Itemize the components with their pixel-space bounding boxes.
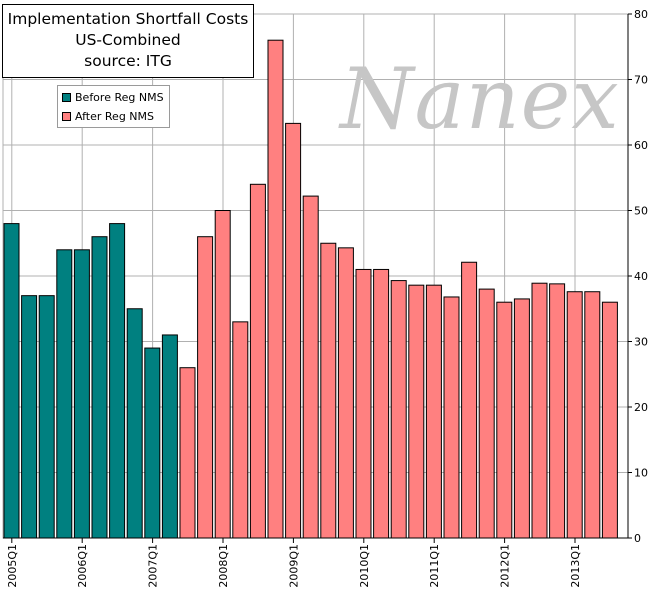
x-tick-label: 2012Q1 bbox=[499, 544, 512, 588]
y-tick-label: 0 bbox=[634, 532, 641, 545]
bar-after-reg-nms bbox=[232, 321, 249, 539]
bar-after-reg-nms bbox=[197, 236, 214, 539]
x-tick-label: 2013Q1 bbox=[569, 544, 582, 588]
watermark: Nanex bbox=[340, 50, 620, 148]
bars bbox=[3, 39, 618, 539]
axes: 0 10 20 30 40 50 60 70 80 2005Q1 2006Q1 2007Q1 2008Q… bbox=[3, 8, 648, 588]
bar-after-reg-nms bbox=[601, 301, 618, 539]
x-tick-label: 2005Q1 bbox=[6, 544, 19, 588]
legend-item-after: After Reg NMS bbox=[62, 109, 154, 125]
bar-before-reg-nms bbox=[126, 308, 143, 539]
bar-before-reg-nms bbox=[21, 295, 38, 539]
bar-after-reg-nms bbox=[513, 298, 530, 539]
bar-after-reg-nms bbox=[408, 284, 425, 539]
bar-after-reg-nms bbox=[584, 291, 601, 539]
y-tick-label: 30 bbox=[634, 336, 648, 349]
bar-before-reg-nms bbox=[56, 249, 73, 539]
y-tick-label: 10 bbox=[634, 467, 648, 480]
legend-label-before: Before Reg NMS bbox=[75, 91, 164, 104]
x-tick-label: 2011Q1 bbox=[428, 544, 441, 588]
legend-item-before: Before Reg NMS bbox=[62, 90, 164, 106]
y-tick-label: 20 bbox=[634, 401, 648, 414]
bar-after-reg-nms bbox=[461, 261, 478, 539]
bar-after-reg-nms bbox=[496, 301, 513, 539]
bar-after-reg-nms bbox=[390, 280, 407, 539]
chart-title: Implementation Shortfall Costs US-Combin… bbox=[2, 4, 254, 78]
bar-before-reg-nms bbox=[161, 334, 178, 539]
bar-after-reg-nms bbox=[267, 39, 284, 539]
bar-after-reg-nms bbox=[549, 283, 566, 539]
y-tick-label: 40 bbox=[634, 270, 648, 283]
bar-before-reg-nms bbox=[144, 347, 161, 539]
bar-before-reg-nms bbox=[38, 295, 55, 539]
bar-after-reg-nms bbox=[214, 210, 231, 539]
x-tick-label: 2010Q1 bbox=[358, 544, 371, 588]
chart-title-line-1: Implementation Shortfall Costs bbox=[7, 10, 249, 28]
bar-after-reg-nms bbox=[249, 183, 266, 539]
bar-after-reg-nms bbox=[566, 291, 583, 539]
bar-before-reg-nms bbox=[109, 223, 126, 539]
bar-before-reg-nms bbox=[73, 249, 90, 539]
y-tick-label: 80 bbox=[634, 8, 648, 21]
legend-swatch-after bbox=[62, 111, 71, 121]
x-tick-label: 2006Q1 bbox=[76, 544, 89, 588]
bar-before-reg-nms bbox=[3, 223, 20, 539]
bar-before-reg-nms bbox=[91, 236, 108, 539]
bar-after-reg-nms bbox=[425, 284, 442, 539]
bar-after-reg-nms bbox=[373, 268, 390, 539]
y-tick-label: 50 bbox=[634, 205, 648, 218]
bar-after-reg-nms bbox=[179, 367, 196, 539]
legend-label-after: After Reg NMS bbox=[75, 110, 155, 123]
x-tick-label: 2007Q1 bbox=[147, 544, 160, 588]
chart-title-line-3: source: ITG bbox=[84, 52, 172, 70]
bar-after-reg-nms bbox=[531, 282, 548, 539]
bar-after-reg-nms bbox=[302, 195, 319, 539]
bar-after-reg-nms bbox=[478, 288, 495, 539]
chart-title-line-2: US-Combined bbox=[75, 31, 181, 49]
x-tick-label: 2008Q1 bbox=[217, 544, 230, 588]
y-tick-label: 60 bbox=[634, 139, 648, 152]
bar-after-reg-nms bbox=[337, 247, 354, 539]
bar-after-reg-nms bbox=[355, 268, 372, 539]
bar-after-reg-nms bbox=[443, 296, 460, 539]
x-tick-label: 2009Q1 bbox=[287, 544, 300, 588]
bar-after-reg-nms bbox=[285, 122, 302, 539]
bar-after-reg-nms bbox=[320, 242, 337, 539]
y-tick-label: 70 bbox=[634, 74, 648, 87]
legend: Before Reg NMS After Reg NMS bbox=[57, 85, 170, 128]
legend-swatch-before bbox=[62, 92, 71, 102]
